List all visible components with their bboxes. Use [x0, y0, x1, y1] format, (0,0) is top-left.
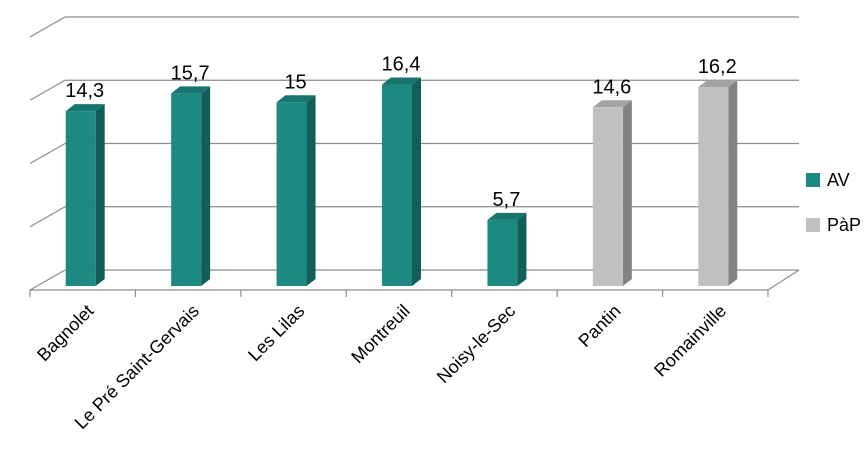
- x-tick-label: Noisy-le-Sec: [433, 301, 519, 387]
- bar-side: [412, 77, 421, 286]
- chart-legend: AV PàP: [806, 170, 861, 235]
- bar-top: [382, 77, 421, 85]
- bar-front: [382, 84, 412, 286]
- bar-top: [276, 95, 316, 103]
- bar-le-pr-saint-gervais: [171, 86, 211, 287]
- bar-front: [65, 111, 96, 286]
- bar-top: [487, 212, 527, 220]
- bar-side: [201, 86, 211, 287]
- bar-front: [487, 219, 518, 286]
- bar-front: [276, 102, 307, 286]
- data-label: 16,2: [698, 56, 737, 78]
- legend-swatch: [806, 173, 820, 187]
- bar-front: [592, 107, 623, 286]
- bar-front: [171, 93, 202, 287]
- bar-side: [95, 104, 105, 286]
- bar-romainville: [698, 80, 738, 286]
- data-label: 15: [284, 71, 306, 93]
- data-label: 15,7: [171, 62, 210, 84]
- bar-top: [171, 86, 211, 94]
- bar-montreuil: [382, 77, 421, 286]
- bar-top: [698, 80, 738, 88]
- x-tick-label: Montreuil: [347, 301, 413, 367]
- bar-top: [592, 100, 632, 108]
- bar-les-lilas: [276, 95, 316, 286]
- gridline-side: [29, 79, 66, 101]
- gridline-side: [29, 269, 66, 291]
- bar-side: [517, 212, 527, 286]
- data-label: 14,3: [65, 80, 104, 102]
- chart-data-labels: 14,3 15,7 15 16,4 5,7 14,6 16,2: [65, 54, 737, 211]
- bar-side: [622, 100, 632, 286]
- bar-top: [65, 104, 105, 112]
- bar-pantin: [592, 100, 632, 286]
- x-tick-label: Romainville: [650, 301, 730, 381]
- data-label: 16,4: [382, 54, 421, 76]
- legend-swatch: [806, 218, 820, 232]
- data-label: 14,6: [592, 76, 631, 98]
- bar-front: [698, 87, 729, 286]
- legend-label: AV: [827, 170, 850, 190]
- legend-label: PàP: [827, 215, 861, 235]
- bar-bagnolet: [65, 104, 105, 286]
- bar-side: [306, 95, 316, 286]
- bar-noisy-le-sec: [487, 212, 527, 286]
- floor-edge: [767, 269, 800, 291]
- gridline-side: [29, 16, 66, 38]
- gridline-side: [29, 142, 66, 165]
- gridline-side: [29, 206, 66, 228]
- x-tick-label: Les Lilas: [244, 301, 308, 365]
- data-label: 5,7: [493, 189, 521, 211]
- x-tick-label: Pantin: [574, 301, 624, 351]
- x-tick-label: Bagnolet: [33, 301, 97, 365]
- chart-bars: [65, 77, 738, 287]
- bar-side: [728, 80, 738, 286]
